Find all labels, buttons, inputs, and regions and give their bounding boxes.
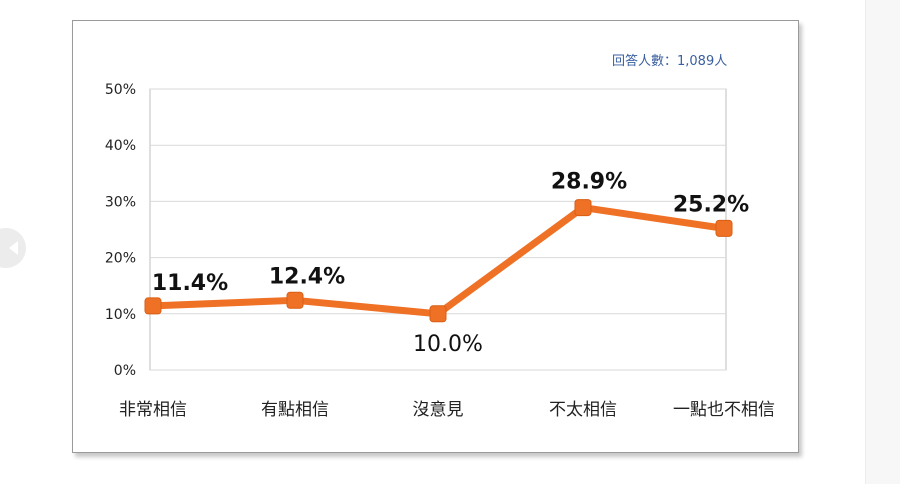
chart-frame [72,20,799,453]
data-point [574,199,592,217]
data-point [144,297,162,315]
y-tick-label: 20% [105,251,136,267]
y-tick-label: 10% [105,307,136,323]
x-category-label: 有點相信 [261,400,329,420]
respondent-count-note: 回答人數：1,089人 [612,54,728,69]
data-point [286,291,304,309]
y-tick-label: 50% [105,82,136,98]
x-category-label: 一點也不相信 [673,400,775,420]
x-category-label: 非常相信 [119,400,187,420]
page-edge [865,0,900,484]
data-label: 10.0% [413,332,483,357]
x-category-label: 不太相信 [549,400,617,420]
data-label: 11.4% [152,271,228,296]
data-label: 28.9% [551,170,627,195]
series-line [149,204,728,318]
data-point [715,219,733,237]
data-label: 25.2% [673,192,749,217]
y-tick-label: 0% [114,363,136,379]
previous-arrow-button[interactable] [0,228,26,268]
y-tick-label: 40% [105,138,136,154]
plot-area [149,88,727,371]
x-category-label: 沒意見 [413,400,464,420]
chevron-left-icon [8,241,18,255]
data-point [429,305,447,323]
y-tick-label: 30% [105,194,136,210]
data-label: 12.4% [269,264,345,289]
